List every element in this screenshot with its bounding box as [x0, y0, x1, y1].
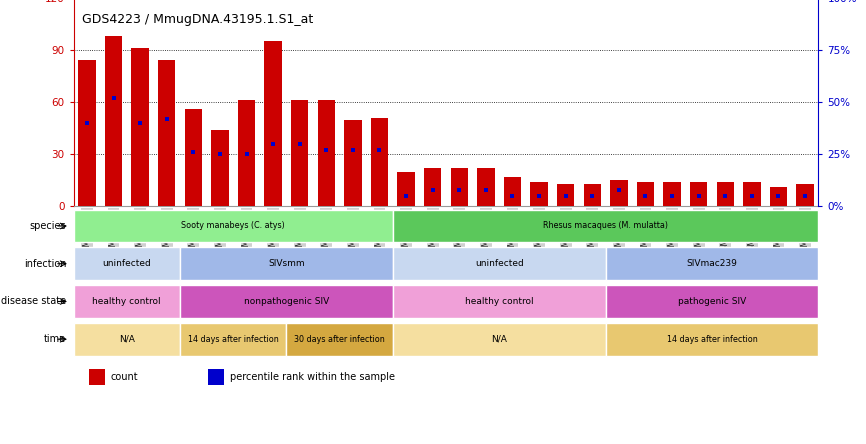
Text: Rhesus macaques (M. mulatta): Rhesus macaques (M. mulatta): [543, 222, 668, 230]
FancyBboxPatch shape: [393, 210, 818, 242]
Text: healthy control: healthy control: [93, 297, 161, 306]
Text: 30 days after infection: 30 days after infection: [294, 335, 385, 344]
FancyBboxPatch shape: [180, 247, 393, 280]
Text: N/A: N/A: [491, 335, 507, 344]
Text: time: time: [44, 334, 66, 344]
Text: disease state: disease state: [1, 297, 66, 306]
Text: 14 days after infection: 14 days after infection: [667, 335, 758, 344]
FancyBboxPatch shape: [74, 285, 180, 318]
Bar: [611, 180, 628, 206]
Text: 14 days after infection: 14 days after infection: [188, 335, 279, 344]
Text: Sooty manabeys (C. atys): Sooty manabeys (C. atys): [181, 222, 285, 230]
Text: percentile rank within the sample: percentile rank within the sample: [230, 372, 395, 382]
Text: infection: infection: [23, 259, 66, 269]
Bar: [132, 48, 149, 206]
Bar: [717, 182, 734, 206]
Bar: [371, 118, 388, 206]
FancyBboxPatch shape: [393, 247, 605, 280]
Bar: [211, 130, 229, 206]
Bar: [663, 182, 681, 206]
Text: GDS4223 / MmugDNA.43195.1.S1_at: GDS4223 / MmugDNA.43195.1.S1_at: [82, 13, 313, 26]
FancyBboxPatch shape: [605, 247, 818, 280]
FancyBboxPatch shape: [287, 323, 393, 356]
FancyBboxPatch shape: [74, 210, 393, 242]
Bar: [477, 168, 494, 206]
Bar: [504, 177, 521, 206]
Bar: [291, 100, 308, 206]
Text: uninfected: uninfected: [475, 259, 524, 268]
Bar: [318, 100, 335, 206]
Bar: [208, 369, 224, 385]
Text: pathogenic SIV: pathogenic SIV: [678, 297, 746, 306]
Text: uninfected: uninfected: [102, 259, 152, 268]
Bar: [184, 109, 202, 206]
Text: SIVmac239: SIVmac239: [687, 259, 738, 268]
Bar: [78, 60, 95, 206]
Text: N/A: N/A: [119, 335, 135, 344]
Bar: [690, 182, 708, 206]
Text: species: species: [29, 221, 66, 231]
Bar: [345, 119, 361, 206]
Bar: [743, 182, 760, 206]
FancyBboxPatch shape: [393, 323, 605, 356]
FancyBboxPatch shape: [180, 323, 287, 356]
FancyBboxPatch shape: [393, 285, 605, 318]
Bar: [238, 100, 255, 206]
Bar: [557, 184, 574, 206]
Text: nonpathogenic SIV: nonpathogenic SIV: [243, 297, 329, 306]
Bar: [158, 60, 175, 206]
Bar: [637, 182, 654, 206]
Bar: [264, 41, 281, 206]
Bar: [770, 187, 787, 206]
Bar: [424, 168, 442, 206]
Text: count: count: [111, 372, 139, 382]
FancyBboxPatch shape: [605, 285, 818, 318]
Bar: [88, 369, 105, 385]
Bar: [531, 182, 547, 206]
Bar: [105, 36, 122, 206]
Bar: [397, 172, 415, 206]
Bar: [584, 184, 601, 206]
Text: SIVsmm: SIVsmm: [268, 259, 305, 268]
FancyBboxPatch shape: [74, 247, 180, 280]
Text: healthy control: healthy control: [465, 297, 533, 306]
FancyBboxPatch shape: [605, 323, 818, 356]
FancyBboxPatch shape: [180, 285, 393, 318]
Bar: [450, 168, 468, 206]
Bar: [797, 184, 814, 206]
FancyBboxPatch shape: [74, 323, 180, 356]
